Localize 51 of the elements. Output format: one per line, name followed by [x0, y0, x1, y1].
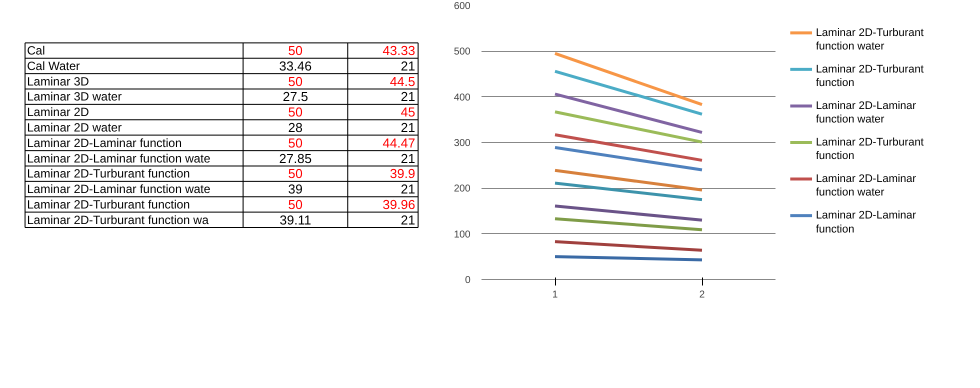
y-tick-label: 400 [454, 92, 471, 104]
text: Laminar 2D-Laminar function wate [27, 182, 211, 196]
text: 27.85 [279, 150, 312, 166]
text: Laminar 3D [27, 74, 90, 88]
text: 21 [400, 182, 416, 197]
text: Laminar 2D-Laminar function wate [27, 151, 211, 166]
text: 50 [288, 196, 303, 212]
legend-label: Laminar 2D-Turburant function water [816, 26, 924, 53]
y-tick-label: 500 [454, 46, 471, 58]
x-tick-label: 2 [699, 290, 706, 300]
text: 33.46 [279, 58, 312, 74]
y-tick-label: 600 [454, 1, 471, 12]
text: 50 [288, 104, 303, 120]
text: 39 [288, 182, 303, 197]
text: Laminar 3D water [27, 90, 122, 104]
text: 39.9 [390, 166, 416, 182]
text: Laminar 2D-Laminar function [27, 136, 182, 150]
text: Laminar 2D-Turburant function [27, 166, 190, 181]
text: 21 [400, 120, 416, 135]
text: 28 [288, 120, 303, 135]
text: Laminar 2D-Turburant function wa [27, 212, 209, 227]
legend-label: Laminar 2D-Laminar function water [816, 100, 916, 126]
text: Laminar 2D water [27, 120, 122, 134]
text: 21 [400, 150, 416, 166]
text: Laminar 2D-Turburant function [27, 197, 190, 212]
text: 44.47 [382, 135, 416, 150]
y-tick-label: 300 [454, 138, 471, 149]
text: 45 [400, 104, 416, 120]
text: 39.96 [382, 196, 416, 212]
y-tick-label: 100 [454, 229, 471, 240]
x-tick-label: 1 [552, 290, 558, 300]
text: 44.5 [390, 74, 416, 89]
text: 21 [400, 212, 416, 228]
text: 21 [400, 89, 416, 104]
text: 50 [288, 166, 303, 182]
text: Cal [27, 44, 46, 58]
text: 50 [288, 43, 303, 58]
text: 50 [288, 74, 303, 89]
text: 43.33 [382, 43, 416, 58]
text: 27.5 [282, 89, 308, 104]
text: 39.11 [280, 212, 312, 228]
y-tick-label: 200 [454, 184, 471, 195]
text: Laminar 2D [27, 105, 90, 120]
legend-label: Laminar 2D-Laminar function [816, 210, 916, 236]
text: Cal Water [27, 58, 80, 73]
legend-label: Laminar 2D-Turburant function [816, 136, 924, 162]
text: 21 [400, 58, 416, 74]
y-tick-label: 0 [464, 275, 471, 286]
legend-label: Laminar 2D-Turburant function [816, 63, 924, 90]
text: 50 [288, 135, 303, 150]
legend-label: Laminar 2D-Laminar function water [816, 173, 916, 199]
